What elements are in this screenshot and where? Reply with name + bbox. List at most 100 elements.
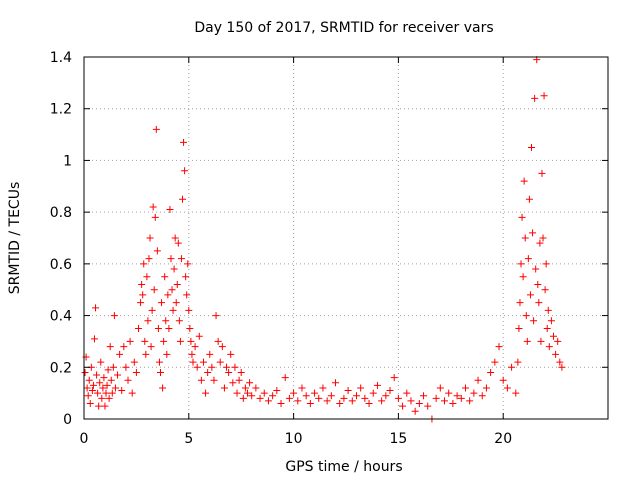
data-point bbox=[352, 392, 360, 400]
data-point bbox=[260, 389, 268, 397]
data-point bbox=[140, 260, 148, 268]
data-point bbox=[298, 384, 306, 392]
data-point bbox=[445, 389, 453, 397]
data-point bbox=[323, 397, 331, 405]
data-point bbox=[142, 350, 150, 358]
data-point bbox=[543, 325, 551, 332]
data-point bbox=[173, 281, 181, 289]
data-point bbox=[83, 384, 91, 392]
data-point bbox=[235, 376, 243, 384]
data-point bbox=[134, 325, 142, 332]
data-point bbox=[154, 325, 162, 332]
data-point bbox=[152, 125, 160, 133]
data-point bbox=[512, 389, 520, 397]
data-point bbox=[535, 299, 543, 307]
data-point bbox=[532, 265, 540, 273]
data-point bbox=[185, 306, 193, 314]
data-point bbox=[174, 239, 182, 247]
data-point bbox=[151, 213, 159, 221]
data-point bbox=[111, 384, 119, 392]
data-point bbox=[180, 138, 188, 146]
data-point bbox=[554, 337, 562, 345]
data-point bbox=[176, 337, 184, 345]
data-point bbox=[530, 317, 538, 325]
data-point bbox=[556, 358, 564, 366]
data-point bbox=[411, 407, 419, 415]
data-point bbox=[269, 392, 277, 400]
data-point bbox=[98, 394, 106, 402]
data-point bbox=[189, 358, 197, 366]
data-point bbox=[394, 394, 402, 402]
y-tick-label: 1 bbox=[63, 153, 72, 169]
data-point bbox=[120, 343, 128, 351]
data-point bbox=[114, 371, 122, 379]
data-point bbox=[522, 312, 530, 320]
data-point bbox=[163, 350, 171, 358]
data-point bbox=[208, 363, 216, 371]
grid bbox=[84, 57, 608, 419]
data-point bbox=[104, 366, 112, 374]
data-point bbox=[159, 384, 167, 392]
data-point bbox=[319, 384, 327, 392]
data-point bbox=[281, 374, 289, 382]
data-point bbox=[107, 376, 115, 384]
data-point bbox=[231, 363, 239, 371]
data-point bbox=[495, 343, 503, 351]
data-point bbox=[252, 384, 260, 392]
data-point bbox=[202, 389, 210, 397]
chart-title: Day 150 of 2017, SRMTID for receiver var… bbox=[194, 20, 493, 36]
data-point bbox=[90, 335, 98, 343]
data-point bbox=[110, 312, 118, 320]
data-point bbox=[148, 306, 156, 314]
axis-ticks: 0 5 10 15 20 0 0.2 0.4 0.6 0.8 1 1.2 1.4 bbox=[50, 50, 608, 447]
data-point bbox=[277, 399, 285, 407]
data-point bbox=[523, 337, 531, 345]
data-point bbox=[155, 358, 163, 366]
data-point bbox=[407, 397, 415, 405]
data-point bbox=[227, 350, 235, 358]
data-point bbox=[527, 144, 535, 151]
data-point bbox=[526, 291, 534, 299]
data-point bbox=[195, 332, 203, 340]
data-point bbox=[122, 363, 130, 371]
data-point bbox=[116, 350, 124, 358]
data-point bbox=[158, 299, 166, 307]
data-point bbox=[525, 195, 533, 203]
data-point bbox=[139, 291, 147, 299]
data-point bbox=[516, 299, 524, 307]
data-point bbox=[327, 392, 335, 400]
data-point bbox=[118, 387, 126, 395]
data-point bbox=[241, 384, 249, 392]
data-point bbox=[239, 394, 247, 402]
data-point bbox=[491, 358, 499, 366]
data-point bbox=[503, 384, 511, 392]
data-point bbox=[461, 384, 469, 392]
data-point bbox=[294, 397, 302, 405]
data-point bbox=[160, 337, 168, 345]
data-point bbox=[171, 234, 179, 242]
data-point bbox=[540, 92, 548, 100]
data-point bbox=[474, 376, 482, 384]
data-point bbox=[229, 379, 237, 387]
data-point bbox=[182, 273, 190, 281]
data-point bbox=[109, 363, 117, 371]
data-point bbox=[181, 167, 189, 175]
data-point bbox=[285, 394, 293, 402]
data-point bbox=[332, 379, 340, 387]
data-point bbox=[150, 286, 158, 294]
data-point bbox=[94, 389, 102, 397]
data-point bbox=[453, 392, 461, 400]
data-point bbox=[336, 399, 344, 407]
data-point bbox=[541, 286, 549, 294]
data-point bbox=[93, 371, 101, 379]
data-point bbox=[86, 399, 94, 407]
data-point bbox=[373, 381, 381, 389]
data-point bbox=[216, 358, 224, 366]
data-point bbox=[143, 273, 151, 281]
data-point bbox=[153, 247, 161, 255]
data-point bbox=[243, 389, 251, 397]
data-point bbox=[138, 281, 146, 289]
data-point bbox=[348, 397, 356, 405]
data-point bbox=[457, 394, 465, 402]
data-point bbox=[165, 325, 173, 332]
